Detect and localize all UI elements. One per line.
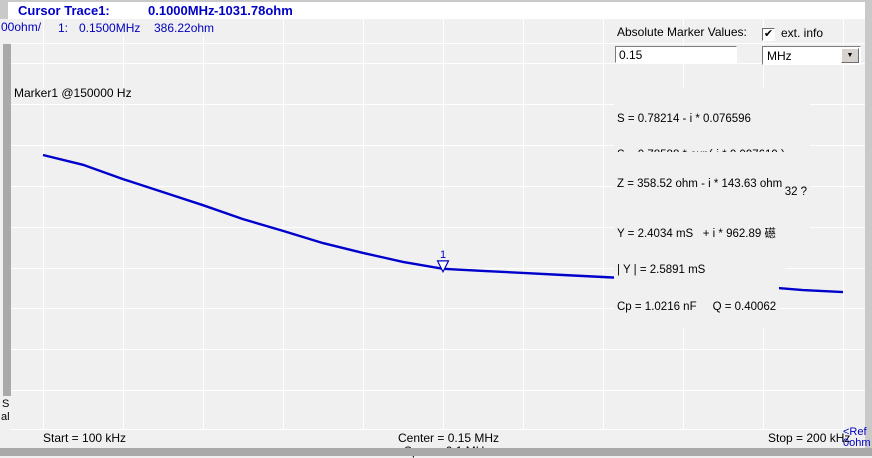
gridline-vertical <box>843 19 844 430</box>
gridline-vertical <box>363 19 364 430</box>
unit-dropdown[interactable]: MHz ▼ <box>762 46 861 65</box>
gridline-vertical <box>203 19 204 430</box>
marker-values-title: Absolute Marker Values: <box>615 25 749 39</box>
side-label-s: S <box>2 398 10 410</box>
cursor-readout-bar <box>8 2 865 19</box>
gridline-horizontal <box>10 63 865 64</box>
checkbox-check-icon: ✔ <box>763 28 774 40</box>
cursor-frequency: 0.1000MHz <box>148 3 215 18</box>
ref-label-line2: 0ohm <box>843 437 871 449</box>
dropdown-arrow-icon[interactable]: ▼ <box>841 48 859 63</box>
ext-info-label[interactable]: ext. info <box>779 26 826 40</box>
s-line-rect: S = 0.78214 - i * 0.076596 <box>617 112 751 125</box>
z-line-rect: Z = 358.52 ohm - i * 143.63 ohm <box>617 177 783 190</box>
ext-info-checkbox[interactable]: ✔ <box>762 28 775 41</box>
trace-scale-label: 00ohm/ <box>1 20 42 34</box>
status-center-label: Center = 0.15 MHz <box>398 431 500 445</box>
top-border <box>0 0 872 2</box>
gridline-vertical <box>43 19 44 430</box>
gridline-horizontal <box>10 349 865 350</box>
gridline-vertical <box>603 19 604 430</box>
unit-dropdown-value: MHz <box>767 49 792 63</box>
trace-marker-value: 386.22ohm <box>152 21 217 35</box>
gridline-horizontal <box>10 145 865 146</box>
status-stop-label: Stop = 200 kHz <box>768 431 851 445</box>
admittance-readout: Y = 2.4034 mS + i * 962.89 礠 | Y | = 2.5… <box>614 202 780 327</box>
cursor-label: Cursor Trace1: <box>18 3 110 18</box>
status-start-label: Start = 100 kHz <box>43 431 127 445</box>
marker-number-label: 1 <box>440 249 446 261</box>
gridline-horizontal <box>10 308 865 309</box>
marker-annotation: Marker1 @150000 Hz <box>12 86 134 100</box>
trace-marker-frequency: 0.1500MHz <box>77 21 143 35</box>
gridline-horizontal <box>10 227 865 228</box>
gridline-vertical <box>123 19 124 430</box>
cursor-value: -1031.78ohm <box>214 3 293 18</box>
marker-frequency-input[interactable] <box>615 46 737 63</box>
left-border-top <box>0 0 8 19</box>
gridline-horizontal <box>10 390 865 391</box>
y-line-cp-q: Cp = 1.0216 nF Q = 0.40062 <box>617 301 777 314</box>
trace-marker-index: 1: <box>56 21 71 35</box>
gridline-horizontal <box>10 429 865 430</box>
gridline-vertical <box>523 19 524 430</box>
gridline-vertical <box>443 19 444 430</box>
gridline-horizontal <box>10 43 865 44</box>
side-label-al: al <box>1 411 10 423</box>
gridline-horizontal <box>10 186 865 187</box>
bottom-border <box>0 448 872 456</box>
gridline-vertical <box>283 19 284 430</box>
left-scale-strip <box>3 44 11 396</box>
marker-triangle-icon[interactable] <box>436 260 450 274</box>
y-line-mag: | Y | = 2.5891 mS <box>617 264 706 277</box>
right-border <box>865 0 872 456</box>
gridline-horizontal <box>10 104 865 105</box>
y-line-rect: Y = 2.4034 mS + i * 962.89 礠 <box>617 227 776 240</box>
ref-label-line1: <Ref <box>843 426 867 438</box>
